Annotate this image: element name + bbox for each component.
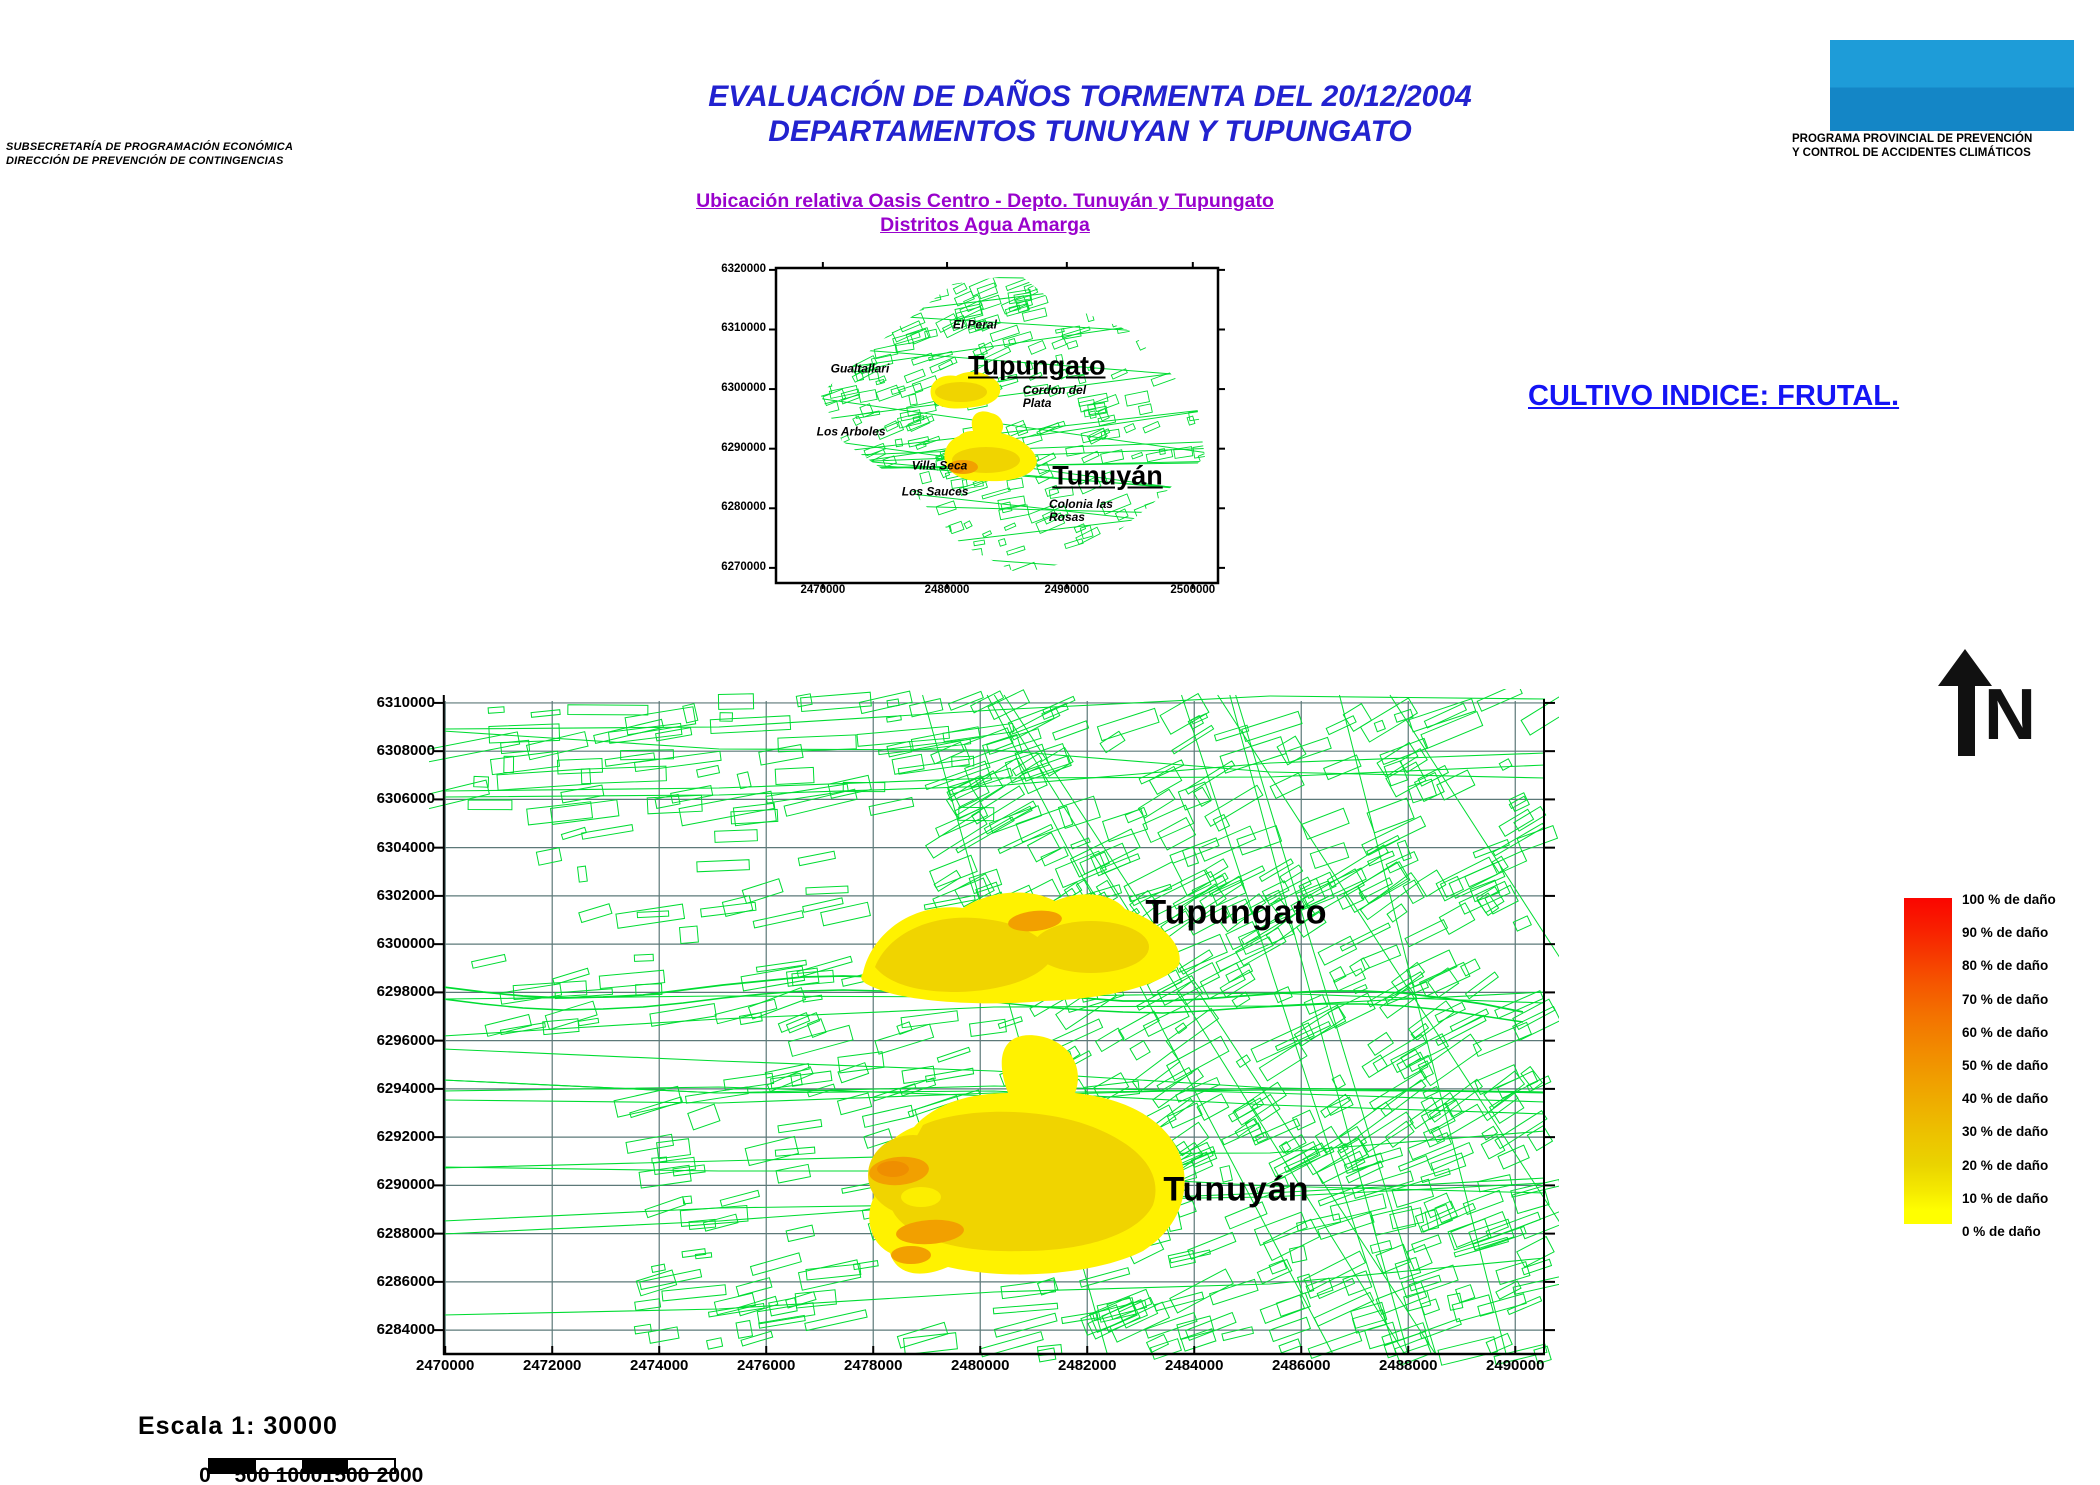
scale-bar-segment — [210, 1460, 256, 1472]
north-arrow: N — [1938, 649, 2036, 756]
page-title: EVALUACIÓN DE DAÑOS TORMENTA DEL 20/12/2… — [500, 80, 1680, 149]
main-map-department-label: Tunuyán — [1163, 1170, 1310, 1209]
main-map-x-tick: 2490000 — [1486, 1357, 1545, 1374]
title-line1: EVALUACIÓN DE DAÑOS TORMENTA DEL 20/12/2… — [708, 80, 1472, 113]
main-map-y-tick: 6308000 — [376, 742, 435, 760]
main-map-y-tick: 6296000 — [376, 1031, 435, 1049]
inset-map-x-tick: 2470000 — [800, 584, 846, 596]
legend-item-label: 80 % de daño — [1962, 958, 2049, 974]
inset-map-place-label: Los Sauces — [901, 484, 969, 499]
scale-text: Escala 1: 30000 — [138, 1412, 338, 1440]
main-map-y-tick: 6304000 — [376, 838, 435, 856]
main-map-y-tick: 6300000 — [376, 935, 435, 953]
agency-name: SUBSECRETARÍA DE PROGRAMACIÓN ECONÓMICA … — [6, 140, 346, 169]
agency-line2: DIRECCIÓN DE PREVENCIÓN DE CONTINGENCIAS — [6, 155, 284, 168]
inset-map-place-label: Colonia las Rosas — [1048, 496, 1113, 524]
inset-map-place-label: Tunuyán — [1052, 460, 1163, 491]
agency-line1: SUBSECRETARÍA DE PROGRAMACIÓN ECONÓMICA — [6, 141, 294, 153]
program-logo — [1830, 40, 2074, 131]
main-map-x-tick: 2476000 — [737, 1357, 796, 1374]
legend-item-label: 30 % de daño — [1962, 1124, 2049, 1140]
main-map-y-tick: 6286000 — [376, 1272, 435, 1290]
inset-map-place-label: Cordon del Plata — [1022, 382, 1087, 411]
inset-map-y-tick: 6290000 — [721, 441, 766, 454]
main-map-x-tick: 2486000 — [1272, 1357, 1331, 1374]
scale-bar — [208, 1458, 396, 1474]
main-map-y-tick: 6298000 — [376, 983, 435, 1001]
scale-bar-segment — [348, 1460, 394, 1472]
inset-map-place-label: El Peral — [952, 317, 997, 332]
inset-map-y-tick: 6300000 — [721, 382, 766, 395]
inset-map-x-tick: 2480000 — [924, 584, 970, 596]
location-link-line1[interactable]: Ubicación relativa Oasis Centro - Depto.… — [696, 190, 1274, 212]
main-map-x-tick: 2470000 — [416, 1357, 475, 1374]
main-map — [429, 689, 1559, 1366]
main-map-x-tick: 2474000 — [630, 1357, 689, 1374]
north-arrow-head — [1938, 649, 1992, 686]
program-name: PROGRAMA PROVINCIAL DE PREVENCIÓN Y CONT… — [1792, 132, 2100, 161]
main-map-x-tick: 2488000 — [1379, 1357, 1438, 1374]
legend-item-label: 20 % de daño — [1962, 1157, 2049, 1173]
legend-item-label: 10 % de daño — [1962, 1190, 2049, 1206]
scale-bar-number: 2000 — [376, 1464, 424, 1485]
legend-item-label: 50 % de daño — [1962, 1058, 2049, 1073]
main-map-y-tick: 6284000 — [376, 1321, 435, 1339]
inset-map-place-label: Gualtallari — [830, 361, 890, 376]
inset-map-place-label: Los Arboles — [816, 424, 886, 439]
main-map-y-tick: 6290000 — [376, 1176, 435, 1194]
program-line2: Y CONTROL DE ACCIDENTES CLIMÁTICOS — [1792, 147, 2031, 160]
scale-bar-segment — [256, 1460, 302, 1472]
crop-index-heading: CULTIVO INDICE: FRUTAL. — [1528, 380, 1900, 412]
inset-map-x-tick: 2500000 — [1170, 584, 1216, 596]
main-map-y-tick: 6292000 — [376, 1128, 435, 1146]
legend-item-label: 70 % de daño — [1962, 991, 2049, 1007]
inset-map-x-tick: 2490000 — [1044, 584, 1090, 596]
location-link-line2[interactable]: Distritos Agua Amarga — [880, 214, 1090, 237]
inset-map-place-label: Tupungato — [968, 350, 1106, 381]
scale-bar-number: 1500 — [322, 1464, 370, 1485]
inset-map-y-tick: 6310000 — [721, 322, 766, 335]
inset-map-place-label: Villa Seca — [911, 458, 968, 473]
location-link[interactable]: Ubicación relativa Oasis Centro - Depto.… — [485, 189, 1485, 238]
inset-map-y-tick: 6270000 — [721, 560, 766, 573]
main-map-y-tick: 6302000 — [376, 886, 435, 904]
main-map-x-tick: 2480000 — [951, 1357, 1010, 1374]
main-map-x-tick: 2482000 — [1058, 1357, 1117, 1374]
inset-map-y-tick: 6320000 — [721, 262, 766, 275]
main-map-department-label: Tupungato — [1145, 893, 1328, 932]
legend-item-label: 0 % de daño — [1962, 1224, 2041, 1239]
main-map-x-tick: 2478000 — [844, 1357, 903, 1374]
main-map-y-tick: 6294000 — [376, 1079, 435, 1097]
legend-item-label: 100 % de daño — [1962, 892, 2056, 907]
inset-map — [769, 262, 1225, 589]
program-line1: PROGRAMA PROVINCIAL DE PREVENCIÓN — [1792, 133, 2033, 145]
main-map-y-tick: 6310000 — [376, 693, 435, 711]
main-map-x-tick: 2472000 — [523, 1357, 582, 1374]
main-map-x-tick: 2484000 — [1165, 1357, 1224, 1374]
scale-bar-number: 500 — [234, 1464, 270, 1485]
main-map-y-tick: 6306000 — [376, 790, 435, 808]
scale-bar-segment — [302, 1460, 348, 1472]
legend-item-label: 90 % de daño — [1962, 925, 2049, 941]
legend-item-label: 60 % de daño — [1962, 1024, 2049, 1040]
scale-bar-number: 0 — [199, 1464, 211, 1485]
scale-bar-number: 1000 — [275, 1464, 323, 1485]
legend-item-label: 40 % de daño — [1962, 1091, 2049, 1107]
damage-legend-bar — [1904, 898, 1952, 1224]
north-arrow-shaft — [1958, 684, 1975, 756]
title-line2: DEPARTAMENTOS TUNUYAN Y TUPUNGATO — [768, 114, 1412, 148]
north-label: N — [1984, 675, 2036, 755]
main-map-y-tick: 6288000 — [376, 1224, 435, 1242]
inset-map-y-tick: 6280000 — [721, 501, 766, 514]
